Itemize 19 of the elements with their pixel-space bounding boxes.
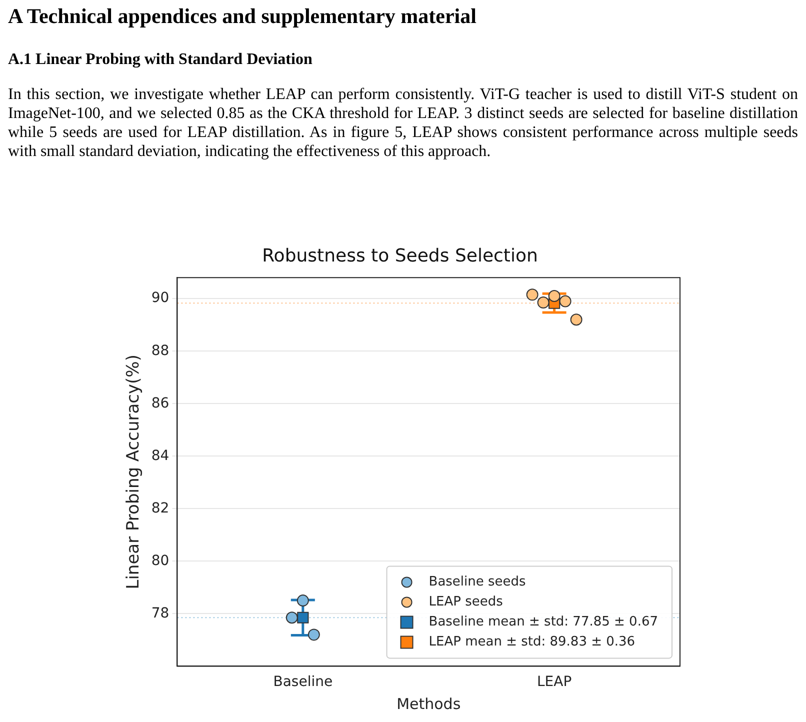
y-tick-label: 80 <box>151 552 170 569</box>
legend-label: LEAP seeds <box>428 594 504 610</box>
y-tick-label: 90 <box>151 290 170 306</box>
y-tick-label: 78 <box>151 605 170 622</box>
text: In this section, we investigate whether LEAP can perform consistently. ViT-G teacher is used to distill ViT-S student on ImageNet-100, and we selected 0.85 as the CKA threshold for LEAP. 3 distinct seeds are selected for baseline distillation while 5 seeds are used for LEAP distillation. As in figure 5, LEAP shows consistent performance across multiple seeds with small standard deviation, indicating the effectiveness of this approach. <box>8 85 798 161</box>
x-tick-label: Baseline <box>273 674 333 690</box>
legend-label: LEAP mean ± std: 89.83 ± 0.36 <box>428 634 636 650</box>
x-axis-title: Methods <box>396 694 461 713</box>
text: A.1 Linear Probing with Standard Deviation <box>8 51 314 69</box>
chart-title: Robustness to Seeds Selection <box>262 245 538 266</box>
y-tick-label: 82 <box>151 500 170 516</box>
legend-label: Baseline mean ± std: 77.85 ± 0.67 <box>428 614 658 630</box>
legend-label: Baseline seeds <box>428 574 526 590</box>
y-axis-title: Linear Probing Accuracy(%) <box>124 354 144 590</box>
text: A Technical appendices and supplementary material <box>8 4 478 29</box>
y-tick-label: 88 <box>151 342 170 359</box>
y-tick-label: 86 <box>151 395 170 412</box>
x-tick-label: LEAP <box>536 674 572 690</box>
y-tick-label: 84 <box>151 448 170 464</box>
